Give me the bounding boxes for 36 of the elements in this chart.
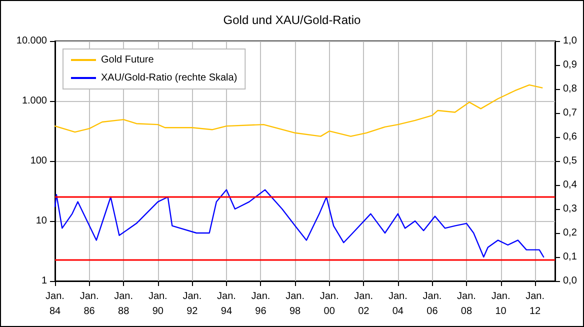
y2-tick-label: 1,0 — [563, 36, 578, 46]
y2-tick-label: 0,3 — [563, 204, 578, 214]
x-tick-label: Jan. 90 — [148, 291, 168, 317]
legend-label: XAU/Gold-Ratio (rechte Skala) — [101, 72, 238, 84]
x-tick-label: Jan. 86 — [80, 291, 99, 317]
x-tick-label: Jan. 84 — [46, 291, 64, 317]
y2-tick-label: 0,4 — [563, 180, 578, 190]
chart-title: Gold und XAU/Gold-Ratio — [223, 13, 362, 27]
x-tick-label: Jan. 98 — [286, 291, 304, 317]
y2-tick-label: 0,0 — [563, 276, 578, 286]
x-tick-label: Jan. 06 — [422, 291, 442, 317]
y2-tick-label: 0,9 — [563, 60, 578, 70]
y-tick-label: 100 — [30, 156, 48, 166]
y-tick-label: 10.000 — [16, 36, 48, 46]
x-tick-label: Jan. 02 — [354, 291, 374, 317]
y2-tick-label: 0,8 — [563, 84, 578, 94]
x-tick-label: Jan. 96 — [251, 291, 270, 317]
x-tick-label: Jan. 12 — [526, 291, 545, 317]
legend-label: Gold Future — [101, 54, 154, 66]
x-tick-label: Jan. 92 — [182, 291, 202, 317]
line-series — [54, 84, 543, 137]
y2-tick-label: 0,7 — [563, 108, 578, 118]
x-tick-label: Jan. 10 — [491, 291, 510, 317]
line-series — [54, 189, 544, 258]
y-tick-label: 1 — [41, 276, 48, 286]
x-tick-label: Jan. 94 — [217, 291, 236, 317]
y2-tick-label: 0,5 — [563, 156, 578, 166]
y-tick-label: 1.000 — [22, 96, 48, 106]
y-tick-label: 10 — [36, 216, 48, 226]
x-tick-label: Jan. 04 — [388, 291, 408, 317]
y2-tick-label: 0,6 — [563, 132, 578, 142]
x-tick-label: Jan. 08 — [457, 291, 476, 317]
y2-tick-label: 0,1 — [563, 252, 578, 262]
x-tick-label: Jan. 00 — [320, 291, 339, 317]
x-tick-label: Jan. 88 — [114, 291, 134, 317]
y2-tick-label: 0,2 — [563, 228, 578, 238]
